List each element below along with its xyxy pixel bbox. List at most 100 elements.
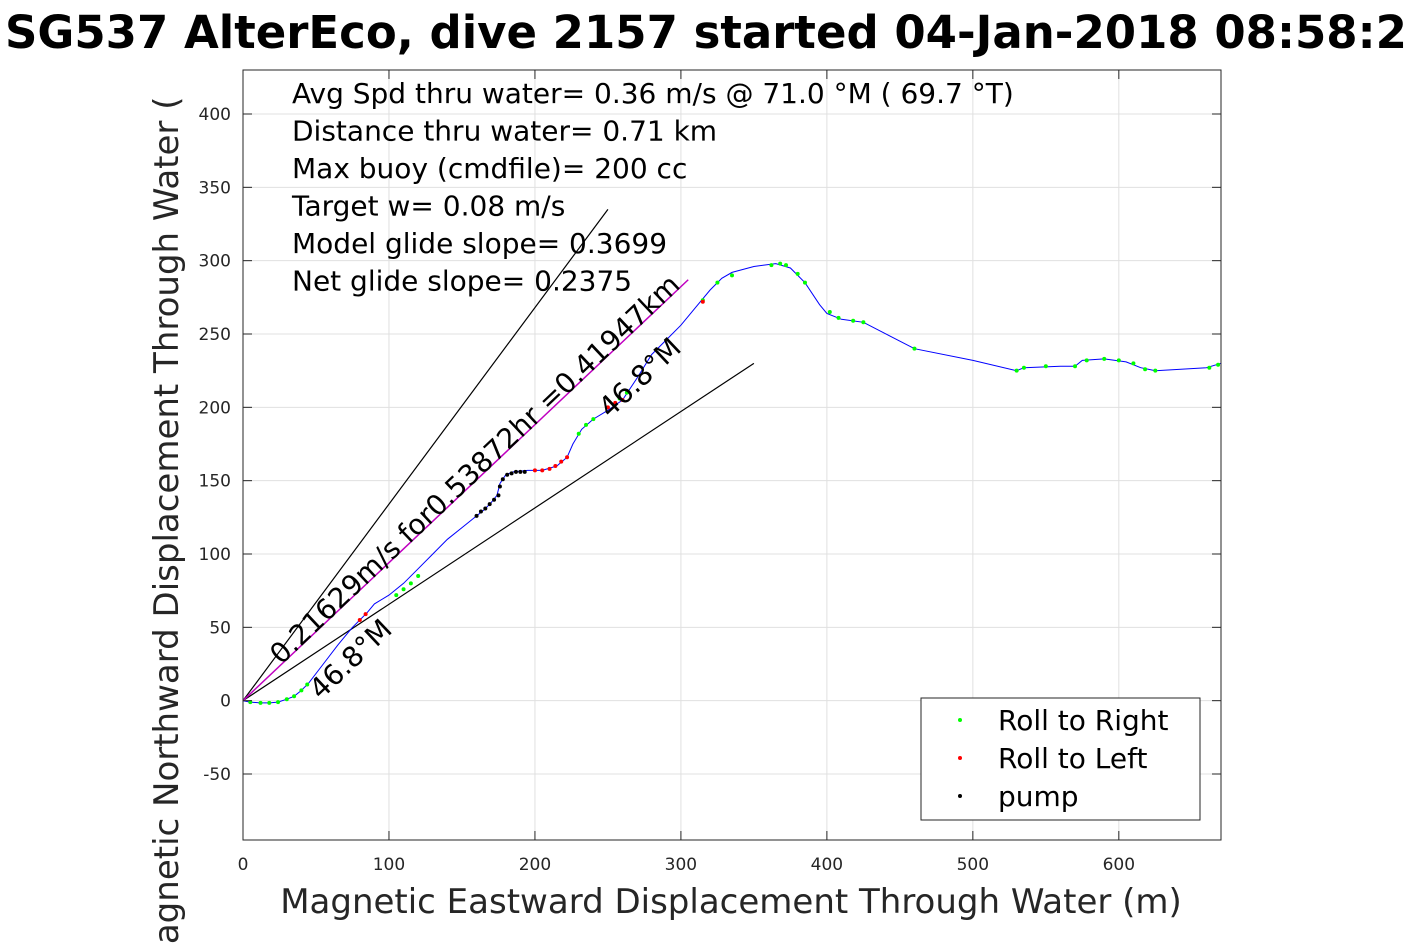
roll-right-point [258, 700, 263, 705]
roll-left-point [363, 612, 368, 617]
roll-right-point [299, 688, 304, 693]
roll-right-point [802, 280, 807, 285]
pump-point [492, 497, 497, 502]
roll-left-point [700, 299, 705, 304]
legend-marker-pump [958, 794, 962, 798]
x-tick-label: 100 [373, 855, 405, 875]
segment-line [242, 279, 689, 702]
x-tick-label: 600 [1103, 855, 1135, 875]
roll-right-point [1021, 365, 1026, 370]
pump-point [496, 493, 501, 498]
y-tick-label: 50 [209, 618, 231, 638]
pump-point [522, 469, 527, 474]
roll-left-point [547, 466, 552, 471]
y-tick-label: 100 [199, 545, 231, 565]
y-tick-label: 350 [199, 178, 231, 198]
y-tick-label: 0 [220, 692, 231, 712]
x-tick-label: 300 [665, 855, 697, 875]
stats-line: Model glide slope= 0.3699 [292, 227, 667, 260]
roll-right-point [1084, 358, 1089, 363]
roll-right-point [1073, 364, 1078, 369]
roll-right-point [730, 273, 734, 278]
roll-right-point [836, 315, 841, 320]
roll-right-point [408, 581, 413, 586]
roll-right-point [778, 261, 783, 266]
roll-left-point [613, 400, 618, 405]
legend-marker-roll-left [958, 756, 962, 760]
y-tick-label: -50 [203, 765, 231, 785]
roll-left-point [620, 398, 625, 402]
stats-line: Target w= 0.08 m/s [291, 190, 565, 223]
x-axis-label: Magnetic Eastward Displacement Through W… [280, 882, 1182, 922]
chart-title: SG537 AlterEco, dive 2157 started 04-Jan… [5, 6, 1407, 59]
glide-slope-line [242, 208, 609, 702]
x-tick-label: 200 [519, 855, 551, 875]
roll-right-point [284, 697, 289, 702]
roll-right-point [1014, 368, 1019, 373]
roll-right-point [401, 587, 406, 592]
roll-right-point [576, 431, 581, 436]
roll-left-point [553, 464, 558, 468]
axis-ticks: 0 100 200 300 400 500 600 -50 0 50 100 150 200 250 300… [199, 70, 1221, 875]
y-tick-label: 250 [199, 325, 231, 345]
roll-right-point [394, 593, 399, 598]
legend-label: Roll to Left [998, 742, 1147, 775]
pump-point [518, 469, 523, 474]
pump-point [505, 472, 510, 477]
legend-box [920, 697, 1201, 821]
roll-right-point [1043, 364, 1048, 369]
track-line [242, 263, 1222, 704]
pump-point [513, 469, 518, 474]
roll-right-point [1102, 356, 1107, 361]
roll-left-point [532, 468, 537, 473]
roll-right-point [267, 700, 272, 705]
stats-text-block: Avg Spd thru water= 0.36 m/s @ 71.0 °M (… [291, 77, 1014, 298]
roll-right-point [1143, 367, 1148, 372]
roll-right-point [851, 318, 856, 323]
pump-point [478, 509, 483, 514]
roll-right-point [912, 346, 917, 351]
roll-right-point [292, 694, 297, 699]
legend-label: pump [998, 780, 1079, 813]
roll-right-point [591, 417, 596, 422]
y-tick-label: 300 [199, 252, 231, 272]
roll-right-point [795, 271, 800, 276]
legend-label: Roll to Right [998, 704, 1169, 737]
y-tick-label: 150 [199, 472, 231, 492]
roll-right-point [1131, 361, 1136, 366]
plot-content [242, 208, 1222, 705]
roll-right-point [1116, 358, 1121, 363]
roll-right-point [1207, 365, 1212, 370]
stats-line: Distance thru water= 0.71 km [292, 115, 717, 148]
roll-right-point [784, 263, 789, 268]
axes-box [242, 69, 1222, 841]
y-tick-label: 200 [199, 398, 231, 418]
roll-left-point [565, 455, 570, 460]
x-tick-label: 400 [811, 855, 843, 875]
pump-point [497, 484, 502, 489]
roll-right-point [276, 700, 281, 705]
segment-annotation: 0.21629m/s for0.53872hr =0.41947km [263, 268, 686, 671]
pump-point [483, 506, 488, 511]
roll-right-point [769, 263, 774, 268]
legend-marker-roll-right [958, 718, 962, 722]
roll-left-point [605, 405, 610, 410]
x-tick-label: 0 [238, 855, 249, 875]
roll-right-point [624, 390, 629, 395]
pump-point [509, 471, 514, 476]
pump-point [487, 502, 492, 507]
roll-right-point [1153, 368, 1158, 373]
roll-right-point [416, 574, 421, 578]
pump-point [474, 513, 479, 518]
roll-right-point [305, 682, 310, 687]
glide-slope-line [242, 362, 755, 702]
y-axis-label: Magnetic Northward Displacement Through … [147, 97, 187, 945]
roll-right-point [715, 280, 720, 285]
stats-line: Max buoy (cmdfile)= 200 cc [292, 152, 687, 185]
pump-point [500, 477, 505, 482]
stats-line: Net glide slope= 0.2375 [292, 265, 632, 298]
x-tick-label: 500 [957, 855, 989, 875]
roll-right-point [861, 320, 866, 325]
y-tick-label: 400 [199, 105, 231, 125]
